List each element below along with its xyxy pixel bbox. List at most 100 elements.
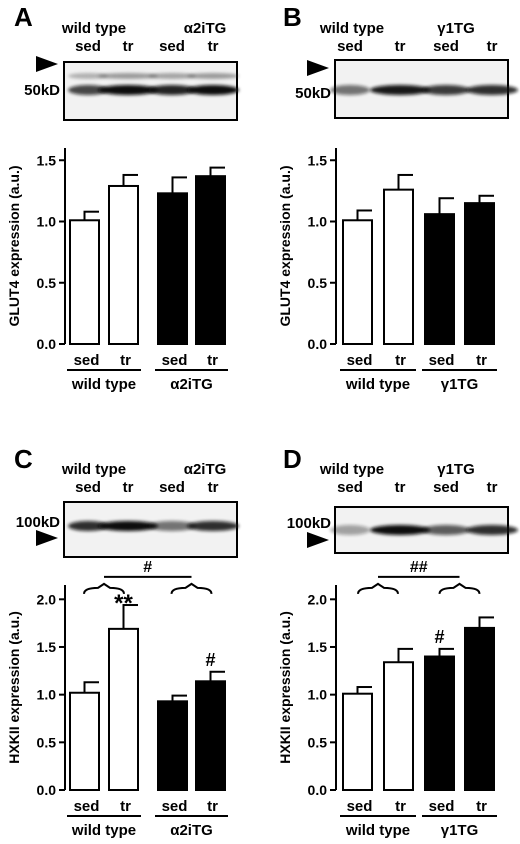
blot-marker-label: 50kD [295,85,331,102]
blot-band-upper [68,73,108,79]
x-tick-label: sed [162,352,188,369]
group-label: wild type [345,376,410,393]
group-label: γ1TG [441,376,479,393]
panel-label: D [283,444,302,474]
bar [464,626,495,791]
blot-band-upper [98,73,158,79]
y-axis-label: HXKII expression (a.u.) [6,611,22,763]
y-tick-label: 2.0 [308,591,328,607]
blot-band [68,521,108,531]
blot-band [98,521,158,531]
blot-header-group: wild type [319,20,384,37]
significance-marker: ** [114,590,133,617]
blot-marker-label: 100kD [287,515,331,532]
group-significance-marker: ## [410,559,428,576]
blot-band [187,521,239,531]
bar [424,213,455,345]
group-label: α2iTG [170,376,213,393]
group-label: γ1TG [441,822,479,839]
blot-header-group: wild type [319,461,384,478]
blot-header-lane: sed [159,38,185,55]
bar [342,219,373,345]
group-brace [170,582,213,595]
y-tick-label: 0.0 [37,782,57,798]
bar [383,188,414,345]
bar [69,219,100,345]
y-tick-label: 1.5 [37,152,57,168]
arrowhead-icon [307,532,329,548]
y-tick-label: 0.0 [37,336,57,352]
blot-header-group: wild type [61,461,126,478]
panel-label: A [14,2,33,32]
blot-header-lane: sed [75,479,101,496]
blot-header-lane: sed [159,479,185,496]
x-tick-label: tr [207,798,218,815]
blot-header-lane: tr [123,38,134,55]
x-tick-label: tr [207,352,218,369]
x-tick-label: sed [74,352,100,369]
group-brace [357,582,399,595]
x-tick-label: tr [476,352,487,369]
blot-band [466,525,518,535]
blot-header-lane: sed [433,479,459,496]
blot-header-group: α2iTG [184,20,227,37]
group-brace [83,582,125,595]
blot-band-upper [148,73,196,79]
bar [157,192,188,345]
arrowhead-icon [307,60,329,76]
x-tick-label: sed [347,798,373,815]
bar [342,692,373,792]
blot-band-upper [187,73,239,79]
group-significance-marker: # [143,559,152,576]
blot-header-lane: sed [75,38,101,55]
bar [195,680,226,791]
y-axis-label: GLUT4 expression (a.u.) [6,165,22,326]
x-tick-label: sed [429,798,455,815]
panel-label: B [283,2,302,32]
blot-band [187,85,239,95]
y-tick-label: 2.0 [37,591,57,607]
bar [464,202,495,345]
bar [383,661,414,791]
blot-band [330,525,370,535]
blot-header-lane: tr [208,479,219,496]
blot-band [370,525,430,535]
y-tick-label: 0.0 [308,336,328,352]
blot-marker-label: 50kD [24,82,60,99]
blot-header-lane: tr [208,38,219,55]
blot-header-lane: tr [487,479,498,496]
y-tick-label: 1.5 [37,639,57,655]
y-tick-label: 0.5 [308,275,328,291]
blot-band [68,85,108,95]
panel-label: C [14,444,33,474]
group-label: wild type [71,822,136,839]
y-tick-label: 0.0 [308,782,328,798]
x-tick-label: tr [120,798,131,815]
x-tick-label: tr [120,352,131,369]
blot-band [330,85,370,95]
blot-band [370,85,430,95]
blot-band [148,85,196,95]
x-tick-label: tr [476,798,487,815]
bar [424,655,455,792]
blot-band [422,525,470,535]
arrowhead-icon [36,530,58,546]
y-tick-label: 0.5 [37,275,57,291]
y-tick-label: 1.0 [37,687,57,703]
blot-band [98,85,158,95]
blot-marker-label: 100kD [16,514,60,531]
bar [157,700,188,791]
blot-header-group: wild type [61,20,126,37]
bar [69,691,100,792]
blot-band [466,85,518,95]
blot-header-lane: tr [395,38,406,55]
arrowhead-icon [36,56,58,72]
blot-header-lane: tr [123,479,134,496]
blot-header-group: γ1TG [437,20,475,37]
blot-header-lane: sed [433,38,459,55]
y-tick-label: 1.5 [308,152,328,168]
